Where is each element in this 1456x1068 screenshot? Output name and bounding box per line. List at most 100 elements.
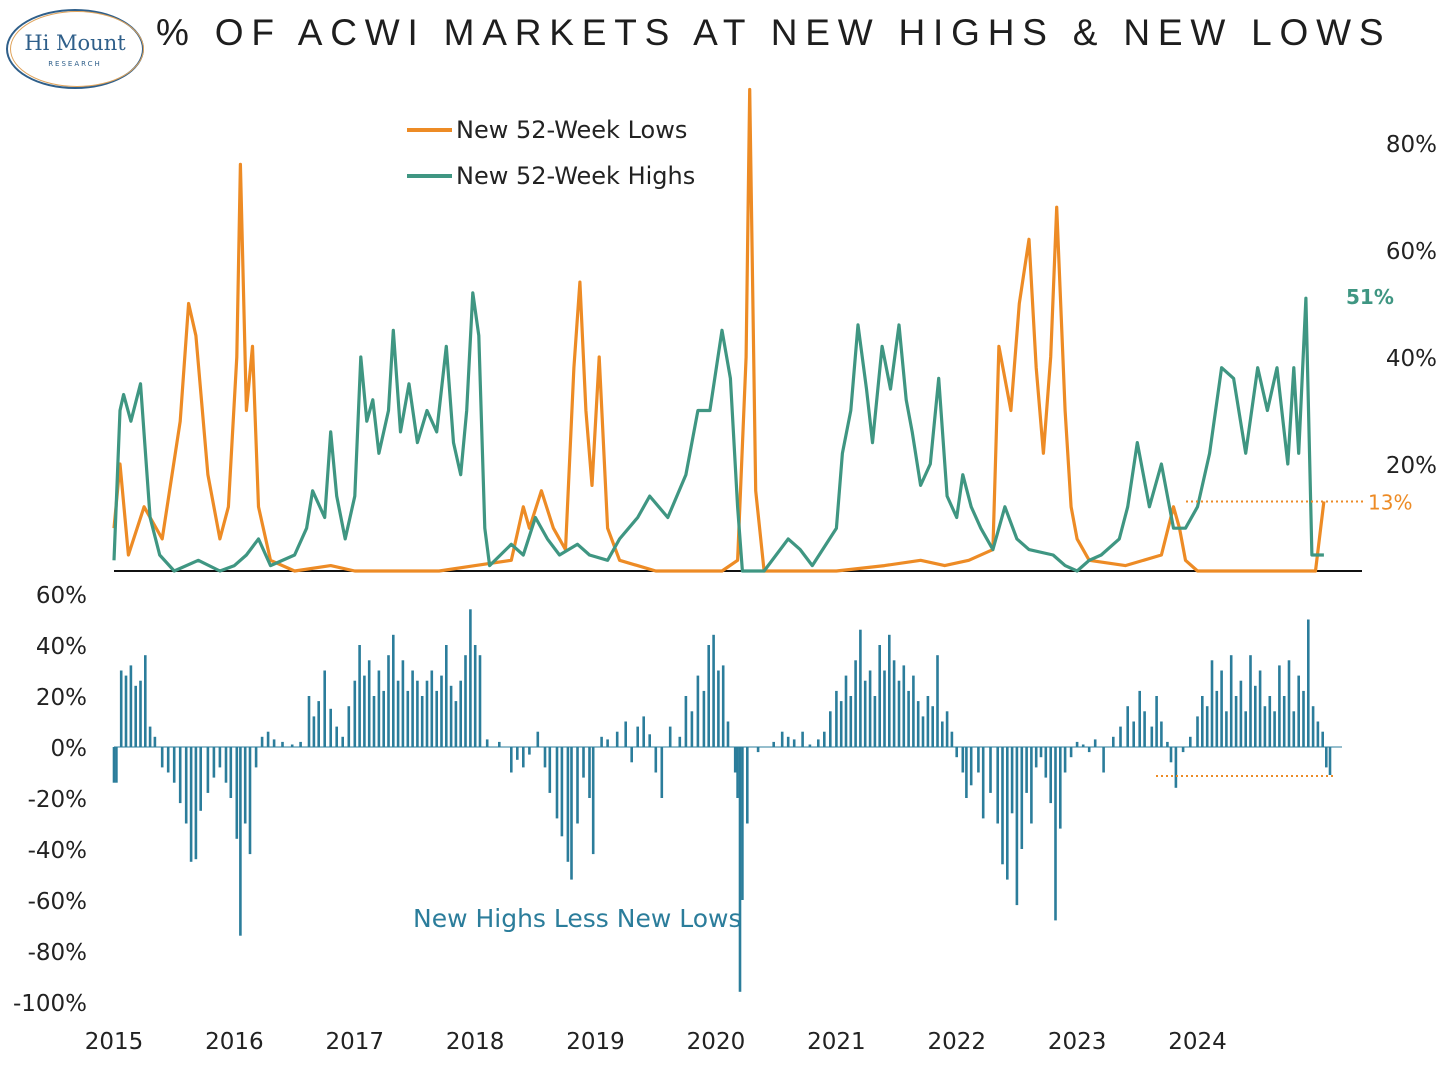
bottom-y-tick-label: 20% bbox=[36, 685, 87, 711]
net-bar bbox=[808, 744, 812, 747]
net-bar bbox=[425, 680, 429, 747]
net-bar bbox=[266, 731, 270, 747]
net-bar bbox=[746, 747, 749, 824]
net-bar bbox=[1087, 747, 1091, 753]
net-bar bbox=[1244, 711, 1247, 747]
net-bar bbox=[1010, 747, 1014, 814]
net-bar bbox=[115, 747, 118, 783]
net-bar bbox=[684, 696, 688, 747]
bottom-y-tick-label: -60% bbox=[28, 889, 87, 915]
net-bar bbox=[1239, 680, 1243, 747]
net-bar bbox=[721, 665, 725, 747]
net-bar bbox=[844, 675, 848, 747]
bottom-y-tick-label: -40% bbox=[28, 838, 87, 864]
bottom-y-tick-label: 40% bbox=[36, 634, 87, 660]
net-bar bbox=[1169, 747, 1173, 763]
net-bar bbox=[406, 690, 410, 747]
net-bar bbox=[112, 747, 116, 783]
net-bar bbox=[1268, 696, 1272, 747]
net-bar bbox=[510, 747, 513, 773]
net-bar bbox=[897, 680, 901, 747]
net-bar bbox=[206, 747, 210, 793]
net-bar bbox=[996, 747, 999, 824]
net-bar bbox=[668, 726, 672, 747]
net-bar bbox=[1015, 747, 1019, 906]
net-bar bbox=[712, 634, 715, 747]
net-bar bbox=[660, 747, 664, 798]
net-bar bbox=[299, 741, 302, 747]
top-panel: 20% 40% 60% 80% New 52-Week Lows New 52-Week … bbox=[112, 87, 1437, 573]
net-bar bbox=[129, 665, 133, 747]
net-bar bbox=[1297, 675, 1300, 747]
net-bar bbox=[416, 680, 419, 747]
bottom-y-tick-label: -100% bbox=[13, 991, 87, 1017]
net-bar bbox=[153, 736, 157, 747]
net-bar bbox=[726, 721, 730, 747]
x-tick-label: 2024 bbox=[1168, 1029, 1227, 1055]
net-bar bbox=[396, 680, 400, 747]
net-bar bbox=[839, 701, 843, 747]
net-bar bbox=[485, 739, 489, 747]
net-bar bbox=[854, 660, 857, 747]
net-bar bbox=[941, 721, 944, 747]
net-bar bbox=[977, 747, 980, 773]
top-y-tick-label: 20% bbox=[1386, 453, 1437, 479]
bottom-series-label: New Highs Less New Lows bbox=[413, 904, 742, 933]
net-bar bbox=[178, 747, 182, 804]
net-bar bbox=[440, 675, 443, 747]
net-bar bbox=[1166, 741, 1169, 747]
net-bar bbox=[582, 747, 585, 778]
net-bar bbox=[576, 747, 579, 824]
net-bar bbox=[801, 731, 804, 747]
net-bar bbox=[194, 747, 198, 860]
net-bar bbox=[212, 747, 216, 778]
net-bar bbox=[335, 726, 338, 747]
net-bar bbox=[464, 655, 467, 747]
legend-label-lows: New 52-Week Lows bbox=[456, 116, 687, 144]
net-bar bbox=[916, 701, 920, 747]
net-bar bbox=[1278, 665, 1281, 747]
net-bar bbox=[912, 675, 915, 747]
net-bar bbox=[1325, 747, 1328, 768]
net-bar bbox=[1263, 706, 1267, 747]
net-bar bbox=[1302, 690, 1305, 747]
net-bar bbox=[358, 645, 361, 747]
net-bar bbox=[290, 744, 294, 747]
net-bar bbox=[229, 747, 233, 798]
net-bar bbox=[329, 708, 332, 748]
net-bar bbox=[654, 747, 658, 773]
bottom-panel: 60% 40% 20% 0% -20% -40% -60% -80% -100% New High… bbox=[13, 583, 1342, 1017]
net-bar bbox=[307, 696, 311, 747]
net-bar bbox=[1025, 747, 1028, 793]
net-bar bbox=[1049, 747, 1052, 804]
net-bar bbox=[1119, 726, 1122, 747]
net-bar bbox=[756, 747, 760, 753]
net-bar bbox=[950, 731, 954, 747]
net-bar bbox=[888, 634, 891, 747]
legend-label-highs: New 52-Week Highs bbox=[456, 162, 695, 190]
net-bar bbox=[1059, 747, 1062, 829]
bottom-y-tick-label: 60% bbox=[36, 583, 87, 609]
net-bar bbox=[792, 739, 796, 747]
net-bar bbox=[878, 645, 881, 747]
net-bar bbox=[1006, 747, 1009, 880]
net-bar bbox=[1150, 726, 1154, 747]
net-bar bbox=[1001, 747, 1004, 865]
net-bar bbox=[642, 716, 645, 747]
net-bar bbox=[863, 680, 867, 747]
net-bar bbox=[981, 747, 985, 819]
net-bar bbox=[961, 747, 965, 773]
net-bar bbox=[733, 747, 737, 773]
net-bar bbox=[124, 675, 128, 747]
x-tick-label: 2021 bbox=[807, 1029, 866, 1055]
net-bar bbox=[1138, 690, 1141, 747]
net-bar bbox=[1225, 711, 1228, 747]
net-bar bbox=[1254, 685, 1257, 747]
net-bar bbox=[372, 696, 376, 747]
x-tick-label: 2022 bbox=[927, 1029, 986, 1055]
net-bar bbox=[377, 670, 381, 747]
net-bar bbox=[189, 747, 193, 862]
net-bar bbox=[449, 685, 453, 747]
net-bar bbox=[560, 747, 564, 837]
net-bar bbox=[690, 711, 694, 747]
